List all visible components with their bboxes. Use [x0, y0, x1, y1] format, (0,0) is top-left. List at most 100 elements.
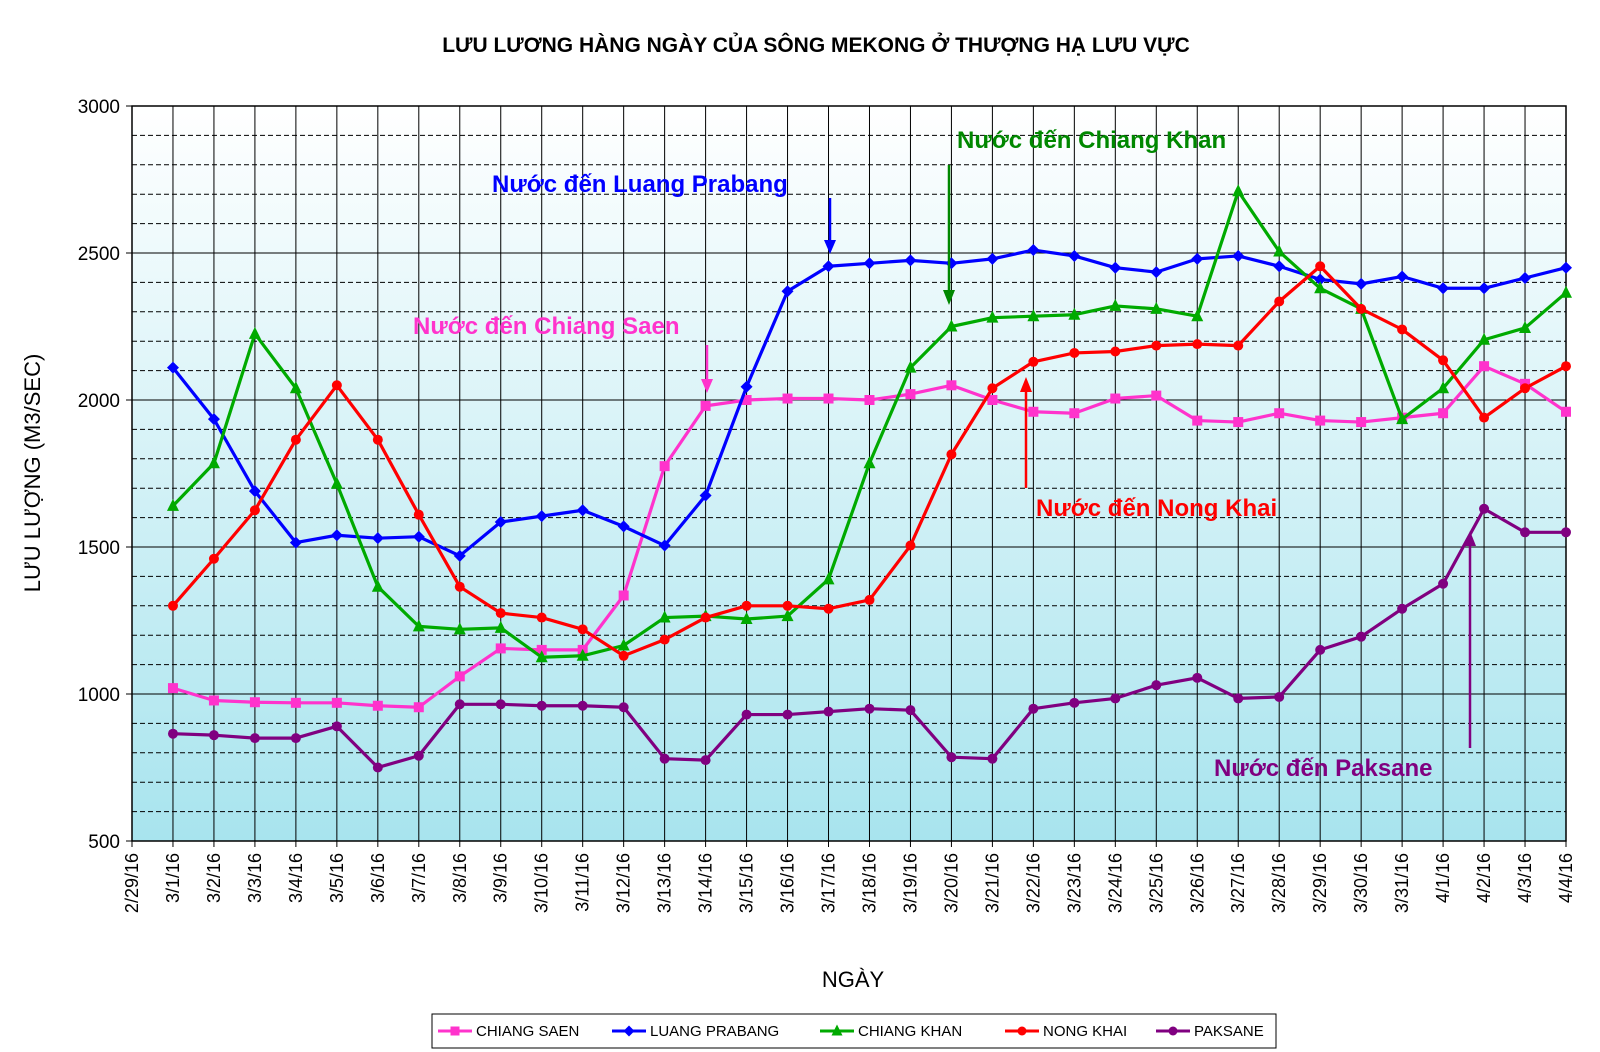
x-tick-label: 2/29/16 [122, 853, 142, 913]
data-point-chiang-saen [1192, 415, 1203, 426]
x-tick-label: 4/3/16 [1515, 853, 1535, 903]
data-point-paksane [1151, 680, 1162, 691]
x-tick-label: 3/8/16 [450, 853, 470, 903]
y-tick-label: 2000 [78, 391, 120, 412]
x-tick-label: 3/11/16 [573, 853, 593, 912]
data-point-nong-khai [208, 553, 219, 564]
x-axis-label: NGÀY [822, 967, 885, 992]
data-point-chiang-khan [986, 310, 999, 323]
y-tick-label: 1000 [78, 685, 120, 706]
x-tick-label: 4/2/16 [1474, 853, 1494, 903]
data-point-paksane [905, 705, 916, 716]
data-point-luang-prabang [289, 536, 302, 549]
data-point-chiang-saen [1233, 417, 1244, 428]
data-point-paksane [208, 730, 219, 741]
y-axis: 500 1000 1500 2000 2500 3000 [78, 97, 132, 853]
legend-item-luang-prabang: LUANG PRABANG [612, 1023, 779, 1040]
legend-marker [831, 1024, 843, 1036]
data-point-nong-khai [823, 603, 834, 614]
data-point-nong-khai [1028, 356, 1039, 367]
arrowhead-paksane [1464, 531, 1476, 546]
data-point-chiang-saen [987, 395, 998, 405]
plot-border [131, 105, 1567, 842]
data-point-nong-khai [536, 612, 547, 623]
x-tick-label: 3/3/16 [245, 853, 265, 903]
x-tick-label: 3/17/16 [819, 853, 839, 913]
data-point-paksane [741, 709, 752, 720]
x-tick-label: 3/10/16 [532, 853, 552, 913]
data-point-paksane [536, 700, 547, 711]
x-tick-label: 3/18/16 [859, 853, 879, 913]
x-tick-label: 3/22/16 [1023, 853, 1043, 913]
data-point-chiang-khan [863, 456, 876, 469]
data-point-chiang-saen [1561, 406, 1571, 417]
data-point-paksane [700, 755, 711, 766]
data-point-nong-khai [618, 650, 629, 661]
data-point-paksane [618, 702, 629, 713]
data-point-nong-khai [1274, 296, 1285, 307]
data-point-luang-prabang [371, 532, 384, 545]
data-point-paksane [331, 721, 342, 732]
data-point-chiang-khan [371, 579, 384, 592]
x-tick-label: 3/19/16 [900, 853, 920, 913]
arrowhead-nong-khai [1020, 377, 1032, 392]
series-chiang-saen [167, 361, 1571, 713]
y-tick-label: 1500 [78, 538, 120, 559]
data-point-luang-prabang [1519, 271, 1532, 284]
data-point-nong-khai [290, 434, 301, 445]
data-point-chiang-saen [1356, 417, 1367, 428]
x-tick-label: 3/9/16 [491, 853, 511, 903]
data-point-chiang-saen [1110, 393, 1121, 404]
data-point-paksane [454, 699, 465, 710]
data-point-chiang-khan [1519, 320, 1532, 333]
data-point-paksane [946, 752, 957, 763]
data-point-luang-prabang [453, 549, 466, 562]
data-point-chiang-saen [1151, 390, 1162, 401]
data-point-paksane [1356, 631, 1367, 642]
data-point-chiang-saen [659, 461, 670, 472]
y-tick-label: 3000 [78, 97, 120, 118]
data-point-chiang-saen [167, 683, 178, 694]
data-point-chiang-khan [330, 476, 343, 489]
data-point-chiang-saen [782, 393, 793, 404]
data-point-chiang-khan [617, 638, 630, 651]
data-point-chiang-saen [495, 643, 506, 654]
plot-area [132, 106, 1566, 841]
data-point-luang-prabang [1068, 249, 1081, 262]
data-point-chiang-khan [1109, 298, 1122, 311]
data-point-chiang-saen [1069, 408, 1080, 419]
data-point-luang-prabang [1191, 252, 1204, 265]
data-point-nong-khai [249, 505, 260, 516]
data-point-paksane [577, 700, 588, 711]
data-point-nong-khai [782, 600, 793, 611]
legend-label: CHIANG SAEN [476, 1023, 579, 1040]
data-point-nong-khai [413, 509, 424, 520]
data-point-chiang-khan [1068, 307, 1081, 320]
data-point-paksane [1069, 697, 1080, 708]
data-point-luang-prabang [412, 530, 425, 543]
data-point-nong-khai [1192, 339, 1203, 350]
data-point-nong-khai [331, 380, 342, 391]
data-point-chiang-khan [248, 326, 261, 339]
legend-item-chiang-khan: CHIANG KHAN [820, 1023, 962, 1040]
data-point-nong-khai [905, 540, 916, 551]
data-point-chiang-khan [166, 498, 179, 511]
grid [132, 106, 1566, 841]
x-tick-label: 3/23/16 [1064, 853, 1084, 913]
data-point-paksane [1192, 672, 1203, 683]
data-point-luang-prabang [330, 529, 343, 542]
x-tick-label: 3/29/16 [1310, 853, 1330, 913]
annotations: Nước đến Luang Prabang Nước đến Chiang K… [413, 127, 1476, 782]
data-point-luang-prabang [781, 285, 794, 298]
x-tick-label: 3/31/16 [1392, 853, 1412, 913]
data-point-chiang-saen [1438, 408, 1449, 419]
data-point-paksane [659, 753, 670, 764]
data-point-nong-khai [495, 608, 506, 619]
legend-item-paksane: PAKSANE [1156, 1023, 1264, 1040]
data-point-chiang-khan [1150, 301, 1163, 314]
data-point-chiang-saen [208, 695, 219, 706]
data-point-paksane [290, 733, 301, 744]
data-point-paksane [864, 703, 875, 714]
data-point-chiang-saen [864, 395, 875, 405]
data-point-luang-prabang [904, 254, 917, 267]
